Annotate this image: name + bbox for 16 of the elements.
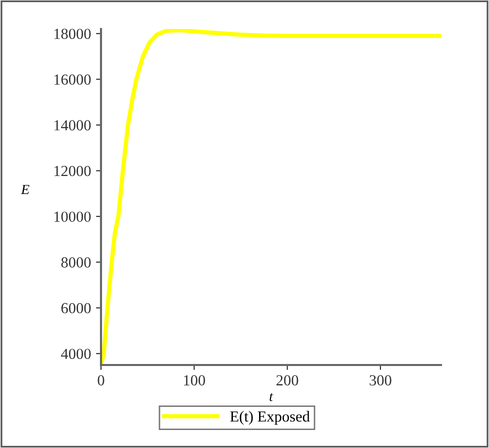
y-tick-label: 6000	[61, 303, 91, 314]
x-axis-title: t	[270, 393, 274, 402]
y-tick-label: 12000	[54, 166, 91, 176]
x-tick-label: 200	[276, 375, 298, 386]
y-tick-label: 16000	[54, 74, 91, 85]
x-tick-label: 0	[98, 375, 104, 386]
y-tick-label: 8000	[61, 257, 91, 268]
y-tick-label: 10000	[54, 212, 91, 222]
y-tick-label: 18000	[54, 28, 91, 40]
legend-label: E(t) Exposed	[230, 410, 310, 425]
y-axis-title: E	[20, 184, 30, 194]
x-tick-label: 100	[184, 375, 206, 386]
y-tick-label: 4000	[61, 348, 91, 360]
x-tick-label: 300	[370, 375, 392, 386]
line-series	[101, 29, 441, 365]
y-tick-label: 14000	[54, 120, 91, 130]
